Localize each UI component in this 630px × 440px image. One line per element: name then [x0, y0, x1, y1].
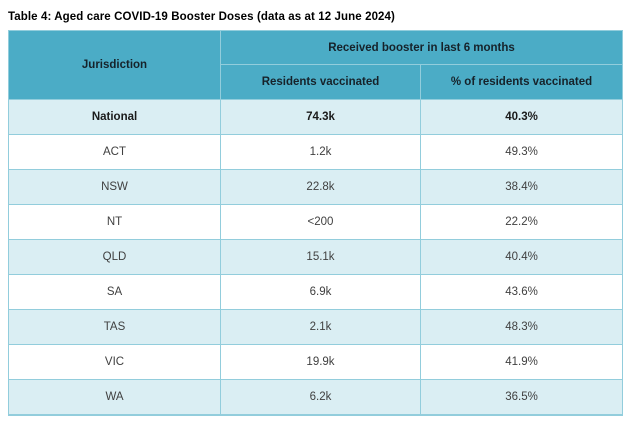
table-row-national: National 74.3k 40.3%: [8, 99, 624, 135]
jurisdiction-cell: SA: [8, 274, 221, 310]
percent-vaccinated-cell: 40.3%: [419, 99, 624, 135]
jurisdiction-cell: WA: [8, 379, 221, 416]
residents-vaccinated-cell: <200: [220, 204, 421, 240]
header-row-sub: Residents vaccinated % of residents vacc…: [9, 64, 624, 100]
header-row-group: Jurisdiction Received booster in last 6 …: [8, 30, 624, 100]
jurisdiction-cell: NSW: [8, 169, 221, 205]
residents-vaccinated-cell: 2.1k: [220, 309, 421, 345]
residents-vaccinated-cell: 74.3k: [220, 99, 421, 135]
table-row-nt: NT <200 22.2%: [8, 204, 624, 240]
jurisdiction-cell: ACT: [8, 134, 221, 170]
residents-vaccinated-cell: 19.9k: [220, 344, 421, 380]
percent-vaccinated-cell: 40.4%: [419, 239, 624, 275]
jurisdiction-cell: QLD: [8, 239, 221, 275]
report-page: Table 4: Aged care COVID-19 Booster Dose…: [0, 11, 630, 416]
jurisdiction-cell: TAS: [8, 309, 221, 345]
column-header-percent-vaccinated: % of residents vaccinated: [419, 64, 624, 100]
percent-vaccinated-cell: 22.2%: [419, 204, 624, 240]
percent-vaccinated-cell: 43.6%: [419, 274, 624, 310]
table-row-qld: QLD 15.1k 40.4%: [8, 239, 624, 275]
table-row-act: ACT 1.2k 49.3%: [8, 134, 624, 170]
table-row-tas: TAS 2.1k 48.3%: [8, 309, 624, 345]
percent-vaccinated-cell: 48.3%: [419, 309, 624, 345]
percent-vaccinated-cell: 36.5%: [419, 379, 624, 416]
residents-vaccinated-cell: 15.1k: [220, 239, 421, 275]
jurisdiction-cell: National: [8, 99, 221, 135]
residents-vaccinated-cell: 6.9k: [220, 274, 421, 310]
table-row-nsw: NSW 22.8k 38.4%: [8, 169, 624, 205]
booster-doses-table: Jurisdiction Received booster in last 6 …: [8, 30, 624, 416]
column-header-jurisdiction: Jurisdiction: [8, 30, 221, 100]
table-row-sa: SA 6.9k 43.6%: [8, 274, 624, 310]
percent-vaccinated-cell: 41.9%: [419, 344, 624, 380]
percent-vaccinated-cell: 49.3%: [419, 134, 624, 170]
percent-vaccinated-cell: 38.4%: [419, 169, 624, 205]
jurisdiction-cell: VIC: [8, 344, 221, 380]
table-row-vic: VIC 19.9k 41.9%: [8, 344, 624, 380]
residents-vaccinated-cell: 1.2k: [220, 134, 421, 170]
jurisdiction-cell: NT: [8, 204, 221, 240]
residents-vaccinated-cell: 22.8k: [220, 169, 421, 205]
column-group-header-received-booster: Received booster in last 6 months: [219, 30, 624, 65]
column-header-residents-vaccinated: Residents vaccinated: [220, 64, 421, 100]
table-row-wa: WA 6.2k 36.5%: [8, 379, 624, 416]
residents-vaccinated-cell: 6.2k: [220, 379, 421, 416]
table-title: Table 4: Aged care COVID-19 Booster Dose…: [8, 11, 395, 23]
